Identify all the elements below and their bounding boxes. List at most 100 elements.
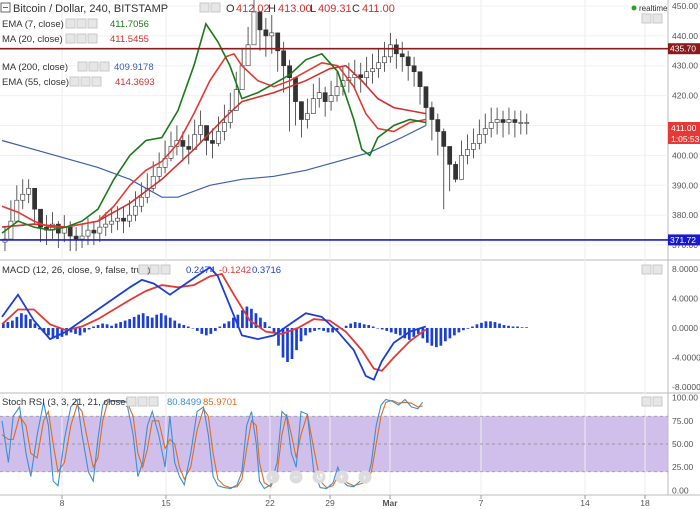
- candle-body: [488, 122, 494, 129]
- macd-histogram-bar: [96, 325, 100, 328]
- macd-histogram-bar: [525, 327, 528, 328]
- candle-body: [358, 74, 364, 79]
- candle-body: [257, 11, 263, 31]
- reset-button[interactable]: [312, 470, 326, 484]
- stoch-rsi-value-k: 80.8499: [167, 397, 201, 408]
- stoch-rsi-axis-tick: 100.00: [672, 393, 698, 403]
- macd-axis-tick: 4.0000: [672, 293, 698, 303]
- collapse-icon[interactable]: [0, 2, 11, 13]
- chart-header: Bitcoin / Dollar, 240, BITSTAMP O 412.02…: [0, 2, 668, 24]
- macd-histogram-bar: [11, 320, 14, 328]
- macd-histogram-bar: [425, 327, 429, 343]
- macd-panel-maximize-icon[interactable]: [641, 264, 652, 275]
- legend-ema7-settings-icon[interactable]: [76, 18, 87, 29]
- candle-body: [198, 125, 204, 135]
- candle-body: [97, 226, 103, 234]
- zoom-out-button[interactable]: [289, 470, 303, 484]
- last-price-tag: 411.00 1:05:53: [668, 122, 700, 144]
- legend-ema7-eye-icon[interactable]: [65, 18, 76, 29]
- macd-histogram-bar: [33, 323, 37, 328]
- macd-histogram-bar: [128, 319, 131, 328]
- header-visibility-icon[interactable]: [199, 2, 210, 13]
- legend-ema7-label: EMA (7, close): [2, 19, 64, 30]
- macd-histogram-bar: [412, 327, 416, 337]
- legend-ma200-eye-icon[interactable]: [77, 61, 88, 72]
- header-settings-icon[interactable]: [210, 2, 221, 13]
- ohlc-close-value: 411.00: [362, 3, 395, 15]
- x-tick-label: 14: [580, 498, 590, 508]
- macd-histogram-bar: [502, 325, 506, 328]
- panel-maximize-icon[interactable]: [641, 13, 652, 24]
- candle-body: [304, 113, 310, 120]
- candle-body: [524, 122, 530, 124]
- macd-settings-icon[interactable]: [149, 264, 160, 275]
- macd-histogram-bar: [498, 323, 501, 328]
- macd-histogram-bar: [114, 323, 118, 328]
- stoch-rsi-panel-maximize-icon[interactable]: [641, 396, 652, 407]
- macd-histogram-bar: [335, 327, 339, 331]
- macd-histogram-bar: [56, 327, 59, 340]
- macd-histogram-bar: [331, 327, 334, 333]
- legend-ma20-close-icon[interactable]: [87, 33, 98, 44]
- macd-histogram-bar: [254, 313, 258, 328]
- macd-histogram-bar: [313, 327, 316, 331]
- legend-ma20-eye-icon[interactable]: [65, 33, 76, 44]
- stoch-rsi-panel-close-icon[interactable]: [652, 396, 663, 407]
- stoch-rsi-settings-icon[interactable]: [137, 396, 148, 407]
- legend-ema55-settings-icon[interactable]: [80, 76, 91, 87]
- support-tag-background: [668, 234, 700, 246]
- candle-body: [38, 208, 43, 228]
- candle-body: [429, 107, 435, 120]
- candle-body: [287, 65, 292, 79]
- legend-ma20-label: MA (20, close): [2, 34, 63, 45]
- macd-histogram-bar: [475, 324, 479, 328]
- macd-histogram-bar: [484, 321, 488, 328]
- macd-histogram-bar: [227, 321, 231, 328]
- macd-histogram-bar: [268, 326, 271, 328]
- price-axis-tick: 440.00: [672, 31, 698, 41]
- candle-body: [459, 155, 464, 180]
- legend-ema55-close-icon[interactable]: [91, 76, 102, 87]
- candle-body: [150, 176, 156, 189]
- panel-close-icon[interactable]: [652, 13, 663, 24]
- macd-series: [1, 266, 528, 381]
- moving-averages: [1, 22, 427, 234]
- last-price-label: 411.00: [671, 123, 697, 133]
- legend-ma20-settings-icon[interactable]: [76, 33, 87, 44]
- macd-histogram-bar: [74, 327, 77, 334]
- macd-histogram-bar: [286, 327, 289, 362]
- scroll-right-button[interactable]: [358, 470, 372, 484]
- macd-histogram-bar: [281, 327, 285, 358]
- legend-ema7-close-icon[interactable]: [87, 18, 98, 29]
- candle-body: [156, 167, 162, 177]
- macd-panel-close-icon[interactable]: [652, 264, 663, 275]
- candle-body: [364, 71, 370, 79]
- legend-ema55-label: EMA (55, close): [2, 77, 69, 88]
- scroll-left-button[interactable]: [266, 470, 280, 484]
- stoch-rsi-close-icon[interactable]: [148, 396, 159, 407]
- legend-ma200-close-icon[interactable]: [99, 61, 110, 72]
- legend-ma200-settings-icon[interactable]: [88, 61, 99, 72]
- macd-histogram-bar: [105, 324, 109, 328]
- macd-eye-icon[interactable]: [138, 264, 149, 275]
- macd-histogram-bar: [507, 325, 510, 328]
- candle-body: [376, 62, 381, 70]
- macd-histogram-bar: [218, 326, 222, 328]
- candlesticks: [2, 0, 530, 252]
- macd-histogram-bar: [317, 327, 321, 330]
- macd-close-icon[interactable]: [160, 264, 171, 275]
- ohlc-high-label: H: [268, 3, 276, 15]
- legend-ema55-eye-icon[interactable]: [69, 76, 80, 87]
- x-tick-label: 22: [265, 498, 275, 508]
- support-price-tag: 371.72: [668, 234, 700, 246]
- macd-histogram-bar: [389, 327, 393, 333]
- macd-axis-tick: -4.0000: [672, 353, 700, 363]
- legend-ma200-label: MA (200, close): [2, 62, 68, 73]
- stoch-rsi-d-line: [1, 399, 423, 489]
- zoom-in-button[interactable]: [335, 470, 349, 484]
- stoch-rsi-value-d: 85.9701: [203, 397, 237, 408]
- macd-histogram-bar: [146, 316, 150, 328]
- stoch-rsi-eye-icon[interactable]: [126, 396, 137, 407]
- macd-histogram-bar: [263, 322, 267, 328]
